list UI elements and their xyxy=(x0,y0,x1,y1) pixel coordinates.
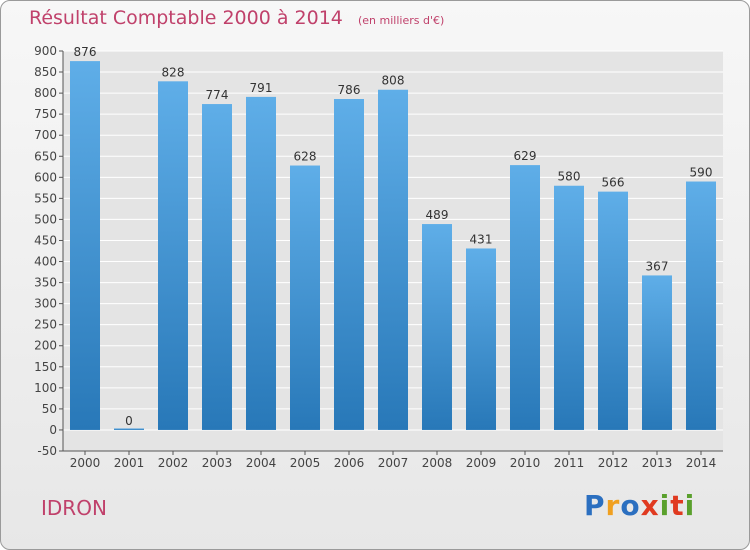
x-tick-label: 2005 xyxy=(290,456,321,470)
bar xyxy=(158,81,188,430)
y-tick-label: 700 xyxy=(34,128,57,142)
bar xyxy=(422,224,452,430)
data-label: 791 xyxy=(250,81,273,95)
logo-letter: i xyxy=(684,489,696,522)
chart-title-unit: (en milliers d'€) xyxy=(357,14,445,27)
y-tick-label: 550 xyxy=(34,191,57,205)
data-label: 808 xyxy=(382,74,405,88)
data-label: 566 xyxy=(602,176,625,190)
x-tick-label: 2012 xyxy=(598,456,629,470)
data-label: 590 xyxy=(690,166,713,180)
bar xyxy=(378,89,408,430)
data-label: 0 xyxy=(125,414,133,428)
data-label: 876 xyxy=(74,45,97,59)
x-tick-label: 2001 xyxy=(114,456,145,470)
y-tick-label: 50 xyxy=(42,402,57,416)
data-label: 828 xyxy=(162,65,185,79)
bar xyxy=(202,104,232,430)
data-label: 367 xyxy=(646,259,669,273)
x-tick-label: 2006 xyxy=(334,456,365,470)
x-tick-label: 2011 xyxy=(554,456,585,470)
bar xyxy=(686,181,716,430)
chart-title-main: Résultat Comptable 2000 à 2014 xyxy=(29,7,343,29)
proxiti-logo: Proxiti xyxy=(584,489,695,522)
x-tick-label: 2008 xyxy=(422,456,453,470)
x-tick-label: 2004 xyxy=(246,456,277,470)
data-label: 629 xyxy=(514,149,537,163)
x-tick-label: 2000 xyxy=(70,456,101,470)
bar xyxy=(114,428,144,430)
data-label: 774 xyxy=(206,88,229,102)
y-tick-label: 850 xyxy=(34,65,57,79)
commune-name: IDRON xyxy=(41,496,107,520)
data-label: 489 xyxy=(426,208,449,222)
data-label: 431 xyxy=(470,232,493,246)
y-tick-label: 300 xyxy=(34,297,57,311)
y-tick-label: 350 xyxy=(34,276,57,290)
bar xyxy=(598,191,628,430)
y-tick-label: 250 xyxy=(34,318,57,332)
y-tick-label: 100 xyxy=(34,381,57,395)
x-tick-label: 2007 xyxy=(378,456,409,470)
logo-letter: x xyxy=(640,489,660,522)
logo-letter: P xyxy=(584,489,606,522)
y-tick-label: 450 xyxy=(34,233,57,247)
data-label: 628 xyxy=(294,150,317,164)
bar xyxy=(510,165,540,430)
bar xyxy=(334,99,364,430)
y-tick-label: 650 xyxy=(34,149,57,163)
x-tick-label: 2013 xyxy=(642,456,673,470)
y-tick-label: 750 xyxy=(34,107,57,121)
bar xyxy=(554,185,584,430)
y-tick-label: -50 xyxy=(37,444,57,458)
y-tick-label: 500 xyxy=(34,212,57,226)
y-tick-label: 600 xyxy=(34,170,57,184)
bar xyxy=(290,165,320,430)
chart-title: Résultat Comptable 2000 à 2014 (en milli… xyxy=(29,7,444,29)
x-tick-label: 2003 xyxy=(202,456,233,470)
bar xyxy=(466,248,496,430)
x-tick-label: 2009 xyxy=(466,456,497,470)
logo-letter: o xyxy=(620,489,641,522)
x-tick-label: 2002 xyxy=(158,456,189,470)
x-tick-label: 2010 xyxy=(510,456,541,470)
y-tick-label: 900 xyxy=(34,44,57,58)
bar xyxy=(642,275,672,430)
logo-letter: r xyxy=(605,489,621,522)
x-tick-label: 2014 xyxy=(686,456,717,470)
y-tick-label: 400 xyxy=(34,255,57,269)
logo-letter: t xyxy=(670,489,685,522)
bar xyxy=(70,61,100,430)
y-tick-label: 800 xyxy=(34,86,57,100)
logo-letter: i xyxy=(659,489,671,522)
y-tick-label: 0 xyxy=(49,423,57,437)
y-tick-label: 150 xyxy=(34,360,57,374)
data-label: 786 xyxy=(338,83,361,97)
bar xyxy=(246,96,276,430)
data-label: 580 xyxy=(558,170,581,184)
y-tick-label: 200 xyxy=(34,339,57,353)
